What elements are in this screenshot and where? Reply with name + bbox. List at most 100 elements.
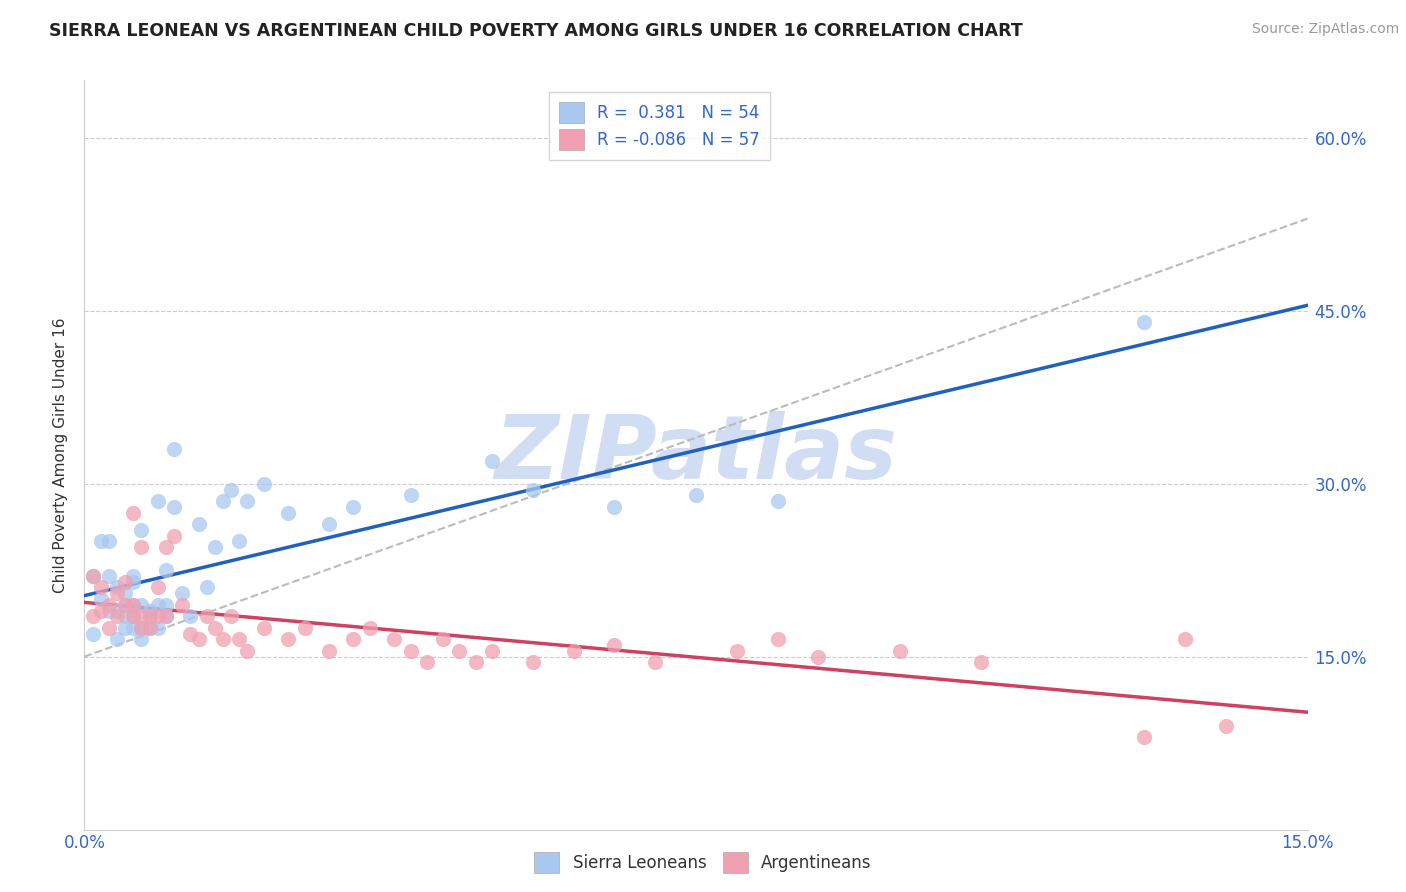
Point <box>138 609 160 624</box>
Point <box>114 586 136 600</box>
Point <box>105 581 128 595</box>
Point <box>155 563 177 577</box>
Point <box>122 609 145 624</box>
Point <box>212 494 235 508</box>
Point <box>416 656 439 670</box>
Point <box>219 483 242 497</box>
Point <box>481 644 503 658</box>
Point <box>1133 315 1156 329</box>
Point <box>138 603 160 617</box>
Point <box>138 609 160 624</box>
Point <box>1133 731 1156 745</box>
Point <box>105 586 128 600</box>
Point <box>228 632 250 647</box>
Point <box>90 534 112 549</box>
Point <box>219 609 242 624</box>
Point <box>122 506 145 520</box>
Point <box>155 598 177 612</box>
Point <box>179 609 201 624</box>
Point <box>603 500 626 514</box>
Point <box>122 621 145 635</box>
Point <box>807 649 830 664</box>
Point <box>131 609 153 624</box>
Point <box>97 569 120 583</box>
Point <box>204 621 226 635</box>
Point <box>399 644 422 658</box>
Point <box>146 621 169 635</box>
Point <box>318 517 340 532</box>
Point <box>382 632 405 647</box>
Legend: Sierra Leoneans, Argentineans: Sierra Leoneans, Argentineans <box>527 846 879 880</box>
Point <box>766 632 789 647</box>
Point <box>685 488 707 502</box>
Point <box>131 632 153 647</box>
Point <box>195 609 218 624</box>
Point <box>138 621 160 635</box>
Point <box>522 483 544 497</box>
Point <box>277 632 299 647</box>
Point <box>399 488 422 502</box>
Point <box>114 621 136 635</box>
Point <box>114 574 136 589</box>
Point <box>449 644 471 658</box>
Point <box>146 581 169 595</box>
Point <box>138 621 160 635</box>
Point <box>97 534 120 549</box>
Point <box>766 494 789 508</box>
Text: Source: ZipAtlas.com: Source: ZipAtlas.com <box>1251 22 1399 37</box>
Point <box>163 442 186 457</box>
Point <box>82 569 104 583</box>
Point <box>90 603 112 617</box>
Point <box>155 540 177 554</box>
Point <box>122 598 145 612</box>
Point <box>122 569 145 583</box>
Point <box>90 581 112 595</box>
Point <box>236 644 259 658</box>
Point <box>122 609 145 624</box>
Point <box>172 598 194 612</box>
Point <box>131 523 153 537</box>
Point <box>105 603 128 617</box>
Point <box>172 586 194 600</box>
Point <box>253 476 276 491</box>
Point <box>195 581 218 595</box>
Point <box>131 540 153 554</box>
Point <box>359 621 381 635</box>
Point <box>131 621 153 635</box>
Point <box>277 506 299 520</box>
Point <box>146 598 169 612</box>
Point <box>970 656 993 670</box>
Point <box>82 626 104 640</box>
Point <box>318 644 340 658</box>
Point <box>644 656 666 670</box>
Point <box>1174 632 1197 647</box>
Point <box>253 621 276 635</box>
Legend: R =  0.381   N = 54, R = -0.086   N = 57: R = 0.381 N = 54, R = -0.086 N = 57 <box>548 93 770 160</box>
Point <box>562 644 585 658</box>
Point <box>603 638 626 652</box>
Point <box>163 500 186 514</box>
Point <box>1215 719 1237 733</box>
Point <box>97 603 120 617</box>
Point <box>114 609 136 624</box>
Point <box>155 609 177 624</box>
Point <box>294 621 316 635</box>
Point <box>122 598 145 612</box>
Point <box>725 644 748 658</box>
Point <box>432 632 454 647</box>
Point <box>179 626 201 640</box>
Point <box>236 494 259 508</box>
Point <box>97 598 120 612</box>
Y-axis label: Child Poverty Among Girls Under 16: Child Poverty Among Girls Under 16 <box>53 318 69 592</box>
Point <box>105 632 128 647</box>
Point <box>481 453 503 467</box>
Point <box>146 494 169 508</box>
Point <box>204 540 226 554</box>
Text: ZIPatlas: ZIPatlas <box>495 411 897 499</box>
Point <box>163 528 186 542</box>
Point <box>522 656 544 670</box>
Point <box>228 534 250 549</box>
Point <box>82 609 104 624</box>
Point <box>155 609 177 624</box>
Point <box>90 592 112 607</box>
